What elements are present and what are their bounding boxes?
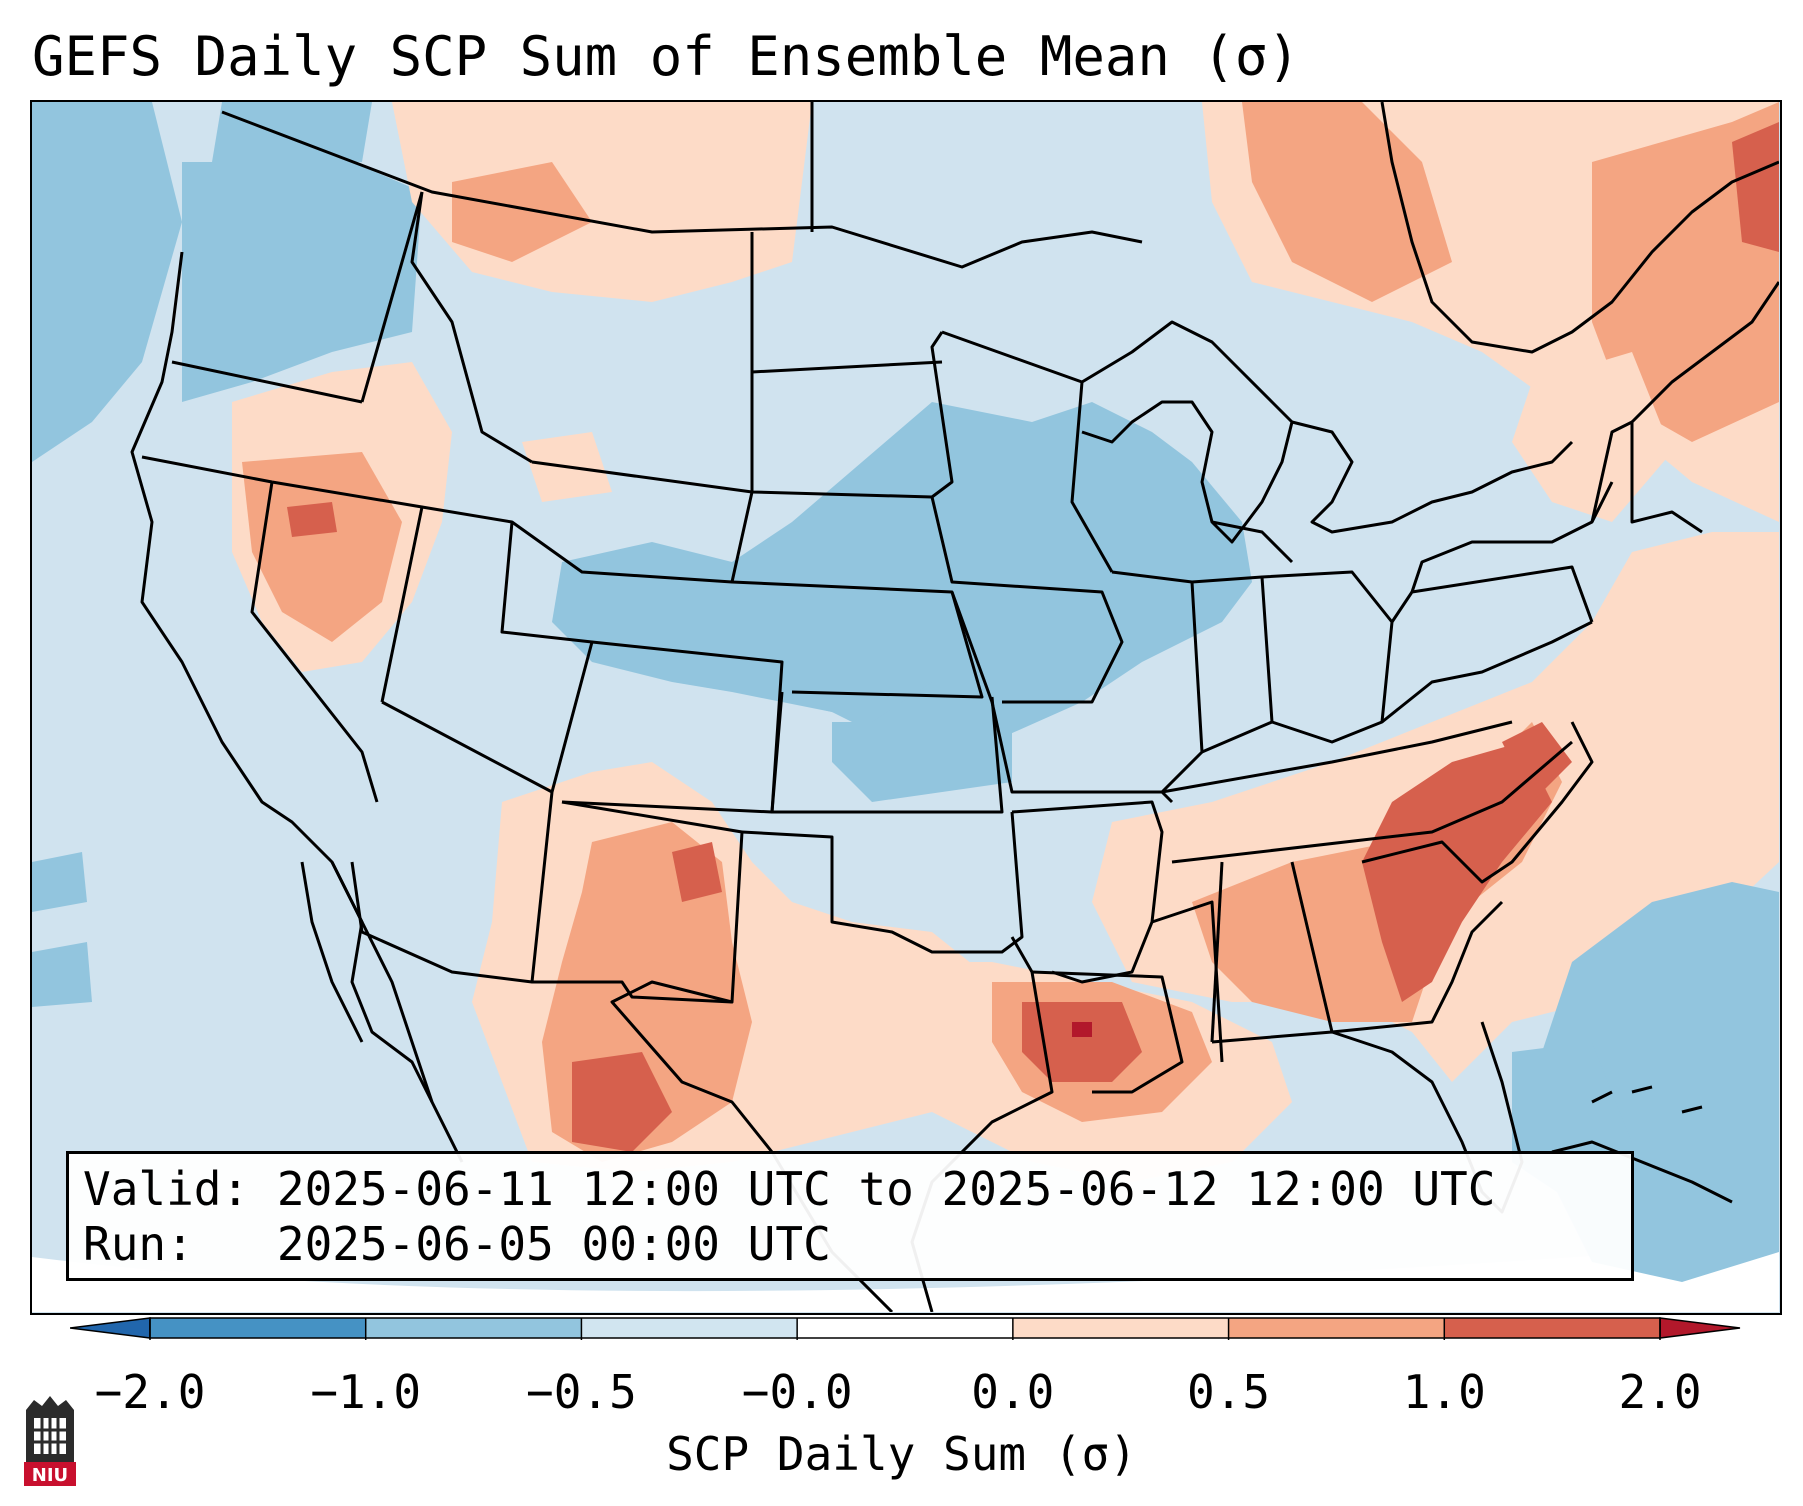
colorbar-tick-label: 2.0 [1618,1365,1702,1419]
logo-text: NIU [32,1465,68,1486]
anomaly-region-bc [212,102,372,162]
colorbar-extend-high [1659,1317,1741,1339]
colorbar-segment [1012,1318,1229,1338]
colorbar [70,1317,1741,1340]
colorbar-extend-low [70,1317,151,1339]
anomaly-region-gulf-high [1022,1002,1142,1082]
projection-edge [32,1242,1779,1312]
run-label: Run: [83,1217,194,1271]
colorbar-tick-label: −2.0 [94,1365,206,1419]
anomaly-region-hudson-mod [1242,102,1452,302]
colorbar-tick-label: 1.0 [1402,1365,1486,1419]
anomaly-region-oklahoma [832,722,1012,802]
colorbar-segment [1228,1318,1445,1338]
map-panel [30,100,1782,1315]
state-boundaries [130,102,1779,1312]
anomaly-region-kansas [782,622,932,722]
anomaly-region-nc-high [1502,722,1572,802]
wa-or-border [171,360,363,404]
anomaly-region-pacific-sw [32,942,92,1007]
canada-border [221,110,1143,269]
colorbar-segment [1444,1318,1660,1338]
colorbar-segments [150,1318,1660,1338]
anomaly-region-nevada-mod [242,452,402,642]
anomaly-region-maine-high [1732,122,1779,252]
anomaly-region-nevada-high [287,502,337,537]
chart-title: GEFS Daily SCP Sum of Ensemble Mean (σ) [32,25,1300,88]
colorbar-segment [581,1318,798,1338]
niu-university-seal-icon: NIU [24,1396,76,1486]
colorbar-label: SCP Daily Sum (σ) [666,1427,1137,1481]
colorbar-tick-label: 0.0 [971,1365,1055,1419]
anomaly-region-gulf-peak [1072,1022,1092,1037]
cuba-outline [1551,1140,1733,1204]
pacific-coastline [130,251,464,1163]
map-canvas [32,102,1779,1312]
anomaly-region-washington [182,162,422,402]
anomaly-region-pacific-mid [32,852,87,912]
run-time: 2025-06-05 00:00 UTC [276,1217,831,1271]
colorbar-ticks [149,1318,1661,1340]
colorbar-tick-label: 0.5 [1187,1365,1271,1419]
valid-label: Valid: [83,1162,250,1216]
colorbar-segment [365,1318,582,1338]
great-lakes-shore [1081,320,1294,544]
validity-info-box: Valid: 2025-06-11 12:00 UTC to 2025-06-1… [66,1151,1634,1281]
colorbar-segment [150,1318,366,1338]
anomaly-region-carolinas-high [1362,742,1552,1002]
colorbar-tick-label: −0.5 [526,1365,637,1419]
colorbar-tick-label: −1.0 [310,1365,422,1419]
anomaly-region-nm-high [672,842,722,902]
anomaly-region-mexico-high [572,1052,672,1152]
anomaly-region-canada-west-mod [452,162,592,262]
valid-time-range: 2025-06-11 12:00 UTC to 2025-06-12 12:00… [276,1162,1496,1216]
colorbar-tick-label: −0.0 [741,1365,853,1419]
anomaly-region-midwest [552,402,1252,752]
anomaly-region-pacific-nw [32,102,182,462]
anomaly-region-new-england-mod [1592,102,1779,442]
colorbar-segment [797,1318,1013,1338]
